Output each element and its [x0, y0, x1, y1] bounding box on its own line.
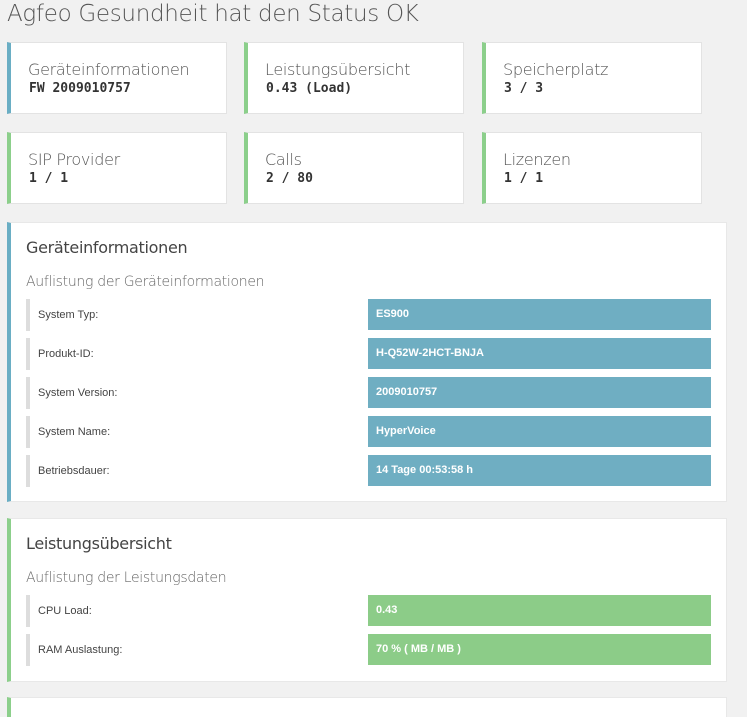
- table-row: RAM Auslastung: 70 % ( MB / MB ): [26, 634, 712, 666]
- tile-sip-provider[interactable]: SIP Provider 1 / 1: [7, 132, 227, 204]
- row-value: ES900: [368, 299, 711, 330]
- row-label: System Typ:: [26, 299, 366, 331]
- tile-calls[interactable]: Calls 2 / 80: [244, 132, 464, 204]
- panel-title: Leistungsübersicht: [26, 534, 172, 553]
- performance-panel: Leistungsübersicht Auflistung der Leistu…: [7, 518, 727, 682]
- device-info-panel: Geräteinformationen Auflistung der Gerät…: [7, 222, 727, 502]
- tile-geraeteinformationen[interactable]: Geräteinformationen FW 2009010757: [7, 42, 227, 114]
- row-value: 2009010757: [368, 377, 711, 408]
- tile-label: Lizenzen: [503, 150, 571, 169]
- panel-title: Geräteinformationen: [26, 238, 188, 257]
- row-value: HyperVoice: [368, 416, 711, 447]
- row-label: RAM Auslastung:: [26, 634, 366, 666]
- panel-subtitle: Auflistung der Geräteinformationen: [26, 274, 265, 290]
- row-label: Betriebsdauer:: [26, 455, 366, 487]
- tile-label: Geräteinformationen: [28, 60, 190, 79]
- tile-leistungsuebersicht[interactable]: Leistungsübersicht 0.43 (Load): [244, 42, 464, 114]
- page-title: Agfeo Gesundheit hat den Status OK: [7, 1, 419, 27]
- next-panel: [7, 697, 727, 717]
- row-value: 14 Tage 00:53:58 h: [368, 455, 711, 486]
- row-value: 70 % ( MB / MB ): [368, 634, 711, 665]
- tile-label: Speicherplatz: [503, 60, 609, 79]
- table-row: CPU Load: 0.43: [26, 595, 712, 627]
- tile-speicherplatz[interactable]: Speicherplatz 3 / 3: [482, 42, 702, 114]
- tile-label: Calls: [265, 150, 302, 169]
- tile-value: 0.43 (Load): [266, 81, 353, 96]
- row-label: Produkt-ID:: [26, 338, 366, 370]
- row-value: H-Q52W-2HCT-BNJA: [368, 338, 711, 369]
- table-row: Betriebsdauer: 14 Tage 00:53:58 h: [26, 455, 712, 487]
- tile-value: 3 / 3: [504, 81, 544, 96]
- table-row: System Name: HyperVoice: [26, 416, 712, 448]
- table-row: System Typ: ES900: [26, 299, 712, 331]
- tile-value: 1 / 1: [504, 171, 544, 186]
- panel-subtitle: Auflistung der Leistungsdaten: [26, 570, 227, 586]
- row-label: CPU Load:: [26, 595, 366, 627]
- tile-label: Leistungsübersicht: [265, 60, 411, 79]
- tile-value: 1 / 1: [29, 171, 69, 186]
- table-row: System Version: 2009010757: [26, 377, 712, 409]
- tile-value: 2 / 80: [266, 171, 313, 186]
- table-row: Produkt-ID: H-Q52W-2HCT-BNJA: [26, 338, 712, 370]
- tile-lizenzen[interactable]: Lizenzen 1 / 1: [482, 132, 702, 204]
- row-value: 0.43: [368, 595, 711, 626]
- row-label: System Name:: [26, 416, 366, 448]
- tile-label: SIP Provider: [28, 150, 120, 169]
- row-label: System Version:: [26, 377, 366, 409]
- tile-value: FW 2009010757: [29, 81, 131, 96]
